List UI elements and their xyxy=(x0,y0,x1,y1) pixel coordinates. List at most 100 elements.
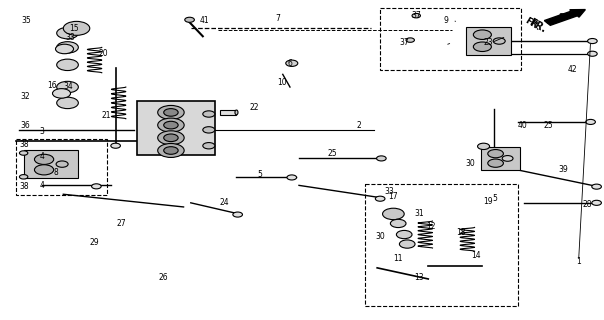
Circle shape xyxy=(488,159,503,167)
Circle shape xyxy=(57,97,79,108)
Text: 18: 18 xyxy=(457,228,466,237)
Circle shape xyxy=(164,134,178,142)
Circle shape xyxy=(203,142,215,149)
Text: 21: 21 xyxy=(102,111,111,120)
Text: 5: 5 xyxy=(257,170,262,179)
Text: 30: 30 xyxy=(375,232,385,241)
Circle shape xyxy=(502,156,513,161)
Circle shape xyxy=(158,118,184,132)
Text: 20: 20 xyxy=(99,49,108,58)
Circle shape xyxy=(63,21,90,35)
Circle shape xyxy=(399,240,415,248)
Circle shape xyxy=(376,156,386,161)
Circle shape xyxy=(164,121,178,129)
Circle shape xyxy=(34,154,54,164)
Bar xyxy=(24,150,79,178)
Text: 3: 3 xyxy=(40,127,45,136)
Circle shape xyxy=(19,151,28,155)
Circle shape xyxy=(158,143,184,157)
Text: 17: 17 xyxy=(388,192,398,201)
Circle shape xyxy=(412,13,420,18)
Text: 28: 28 xyxy=(583,200,593,209)
Circle shape xyxy=(19,175,28,179)
Text: 1: 1 xyxy=(576,257,581,266)
Text: 12: 12 xyxy=(426,222,436,231)
Text: 33: 33 xyxy=(66,33,76,42)
Circle shape xyxy=(478,143,490,149)
Text: 4: 4 xyxy=(40,181,45,190)
Circle shape xyxy=(592,200,602,205)
Circle shape xyxy=(287,175,297,180)
Text: 29: 29 xyxy=(90,238,100,247)
Circle shape xyxy=(488,149,503,158)
Bar xyxy=(220,110,237,115)
Text: 37: 37 xyxy=(411,11,421,20)
Text: 34: 34 xyxy=(64,82,74,91)
Bar xyxy=(16,140,106,195)
Circle shape xyxy=(57,28,79,39)
Text: 11: 11 xyxy=(393,254,403,263)
Circle shape xyxy=(56,161,68,167)
Circle shape xyxy=(53,89,71,98)
Circle shape xyxy=(474,30,492,39)
Text: 39: 39 xyxy=(559,165,568,174)
Ellipse shape xyxy=(235,110,238,115)
Text: 25: 25 xyxy=(327,149,337,158)
Text: 35: 35 xyxy=(22,16,31,25)
Circle shape xyxy=(57,81,79,93)
Text: 22: 22 xyxy=(249,103,259,112)
Text: 23: 23 xyxy=(484,38,493,47)
Text: 5: 5 xyxy=(492,194,497,203)
Circle shape xyxy=(164,147,178,154)
Text: 27: 27 xyxy=(117,219,126,228)
Text: 9: 9 xyxy=(444,16,449,25)
Text: 42: 42 xyxy=(568,65,577,74)
Text: 2: 2 xyxy=(357,121,361,130)
Circle shape xyxy=(588,38,597,44)
Circle shape xyxy=(158,131,184,145)
Circle shape xyxy=(588,51,597,56)
FancyArrow shape xyxy=(544,10,585,25)
Text: 16: 16 xyxy=(48,81,57,90)
Circle shape xyxy=(592,184,602,189)
Circle shape xyxy=(493,38,505,44)
Text: 31: 31 xyxy=(414,209,424,219)
Circle shape xyxy=(586,119,596,124)
Text: 30: 30 xyxy=(466,159,475,168)
Text: 38: 38 xyxy=(19,140,29,148)
Text: 36: 36 xyxy=(21,121,30,130)
Text: 4: 4 xyxy=(40,152,45,161)
Text: 40: 40 xyxy=(518,121,527,130)
Bar xyxy=(365,184,518,306)
Text: FR.: FR. xyxy=(524,16,542,32)
Text: 6: 6 xyxy=(288,59,292,68)
Circle shape xyxy=(396,230,412,239)
Circle shape xyxy=(164,108,178,116)
Text: 10: 10 xyxy=(277,78,287,87)
Text: 15: 15 xyxy=(69,24,79,33)
Circle shape xyxy=(382,208,404,220)
Circle shape xyxy=(406,38,414,42)
Text: 8: 8 xyxy=(53,168,58,177)
Text: 25: 25 xyxy=(544,121,553,130)
Text: 13: 13 xyxy=(414,273,424,282)
Text: 19: 19 xyxy=(484,197,493,206)
Circle shape xyxy=(92,184,101,189)
Circle shape xyxy=(158,105,184,119)
Circle shape xyxy=(375,196,385,201)
Circle shape xyxy=(233,212,242,217)
Circle shape xyxy=(56,44,74,54)
Circle shape xyxy=(203,111,215,117)
Circle shape xyxy=(111,143,120,148)
Text: 14: 14 xyxy=(472,251,481,260)
Bar xyxy=(380,8,521,69)
Circle shape xyxy=(203,127,215,133)
Circle shape xyxy=(57,59,79,70)
Text: 33: 33 xyxy=(384,187,394,196)
Circle shape xyxy=(185,17,194,22)
Bar xyxy=(137,101,215,155)
Circle shape xyxy=(390,219,406,228)
Text: FR.: FR. xyxy=(527,17,548,35)
Circle shape xyxy=(34,165,54,175)
Text: 26: 26 xyxy=(159,273,169,282)
